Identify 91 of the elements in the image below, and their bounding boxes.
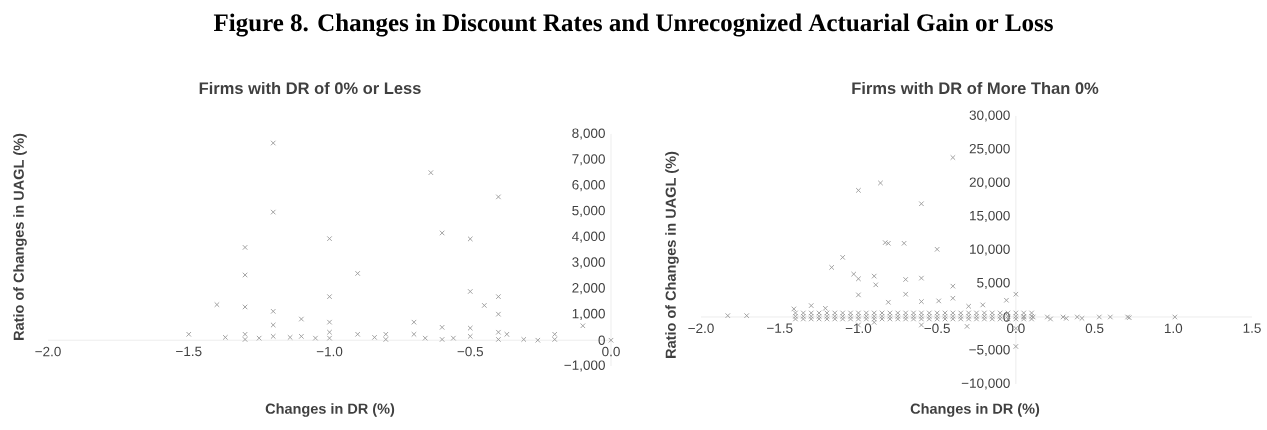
point [242, 244, 248, 251]
point [521, 336, 527, 343]
y-tick-label: −10,000 [961, 378, 1010, 390]
point [495, 194, 502, 200]
point [495, 336, 502, 343]
point [270, 209, 276, 215]
point [256, 335, 262, 341]
point [383, 331, 389, 337]
point [411, 331, 417, 337]
x-tick-label: −1.0 [316, 346, 343, 357]
y-tick-label: 0 [598, 335, 605, 345]
point [551, 331, 558, 337]
point [608, 337, 614, 343]
point [467, 333, 473, 340]
point [371, 334, 378, 341]
y-tick-label: 2,000 [572, 283, 605, 295]
x-tick-label: 1.5 [1243, 323, 1261, 333]
point [326, 293, 333, 300]
point [312, 335, 319, 341]
point [428, 169, 434, 176]
point [242, 336, 248, 343]
y-tick-label: 1,000 [572, 308, 605, 321]
point [354, 270, 361, 277]
point [467, 288, 473, 295]
point [298, 333, 305, 340]
y-tick-label: 25,000 [969, 143, 1010, 156]
y-tick-label: 10,000 [970, 244, 1010, 256]
y-tick-label: 6,000 [572, 179, 605, 192]
point [504, 331, 510, 337]
chart-subtitle: Firms with DR of More Than 0% [852, 81, 1099, 95]
point [495, 329, 502, 335]
point [439, 336, 445, 343]
y-tick-label: 30,000 [969, 110, 1010, 122]
point [270, 322, 276, 328]
x-tick-label: −2.0 [688, 323, 714, 334]
point [467, 236, 473, 242]
y-axis-title: Ratio of Changes in UAGL (%) [665, 151, 679, 358]
y-tick-label: 0 [1003, 312, 1010, 322]
point [439, 324, 445, 331]
x-tick-label: −1.5 [767, 323, 793, 333]
point [186, 331, 192, 337]
x-tick-label: −1.5 [176, 346, 202, 357]
point [222, 334, 229, 341]
point [467, 325, 473, 331]
y-tick-label: 20,000 [969, 177, 1010, 189]
x-axis-title: Changes in DR (%) [910, 403, 1040, 417]
x-tick-label: −0.5 [924, 323, 950, 334]
x-tick-label: −0.5 [457, 346, 484, 357]
y-tick-label: 5,000 [977, 277, 1010, 290]
point [326, 319, 333, 325]
y-axis-title: Ratio of Changes in UAGL (%) [13, 133, 27, 340]
point [551, 336, 558, 343]
point [326, 335, 333, 341]
point [450, 335, 457, 341]
point [481, 302, 488, 309]
point [270, 140, 276, 146]
point [326, 329, 333, 335]
x-tick-label: 1.0 [1164, 323, 1183, 334]
y-tick-label: 8,000 [572, 128, 605, 140]
y-tick-label: −5,000 [969, 344, 1010, 357]
point [495, 311, 502, 317]
point [242, 304, 248, 310]
y-tick-label: 3,000 [572, 257, 605, 269]
point [287, 334, 293, 341]
point [298, 316, 305, 322]
point [354, 331, 361, 337]
point [270, 333, 276, 340]
point [411, 319, 417, 325]
point [439, 230, 445, 236]
point [580, 323, 586, 329]
y-tick-label: 5,000 [572, 205, 605, 217]
point [214, 301, 220, 308]
x-tick-label: −2.0 [35, 346, 61, 357]
x-axis-title: Changes in DR (%) [265, 403, 395, 417]
chart-subtitle: Firms with DR of 0% or Less [199, 81, 421, 95]
point [422, 335, 428, 341]
chart-title: Figure 8. Changes in Discount Rates and Unrecognized Actuarial Gain or Loss [213, 13, 1053, 37]
x-tick-label: 0.0 [1007, 323, 1025, 334]
y-tick-label: 15,000 [970, 210, 1010, 223]
x-tick-label: 0.0 [602, 346, 620, 357]
y-tick-label: −1,000 [564, 360, 605, 372]
point [535, 337, 541, 343]
point [326, 235, 333, 242]
point [270, 308, 276, 315]
point [383, 336, 389, 343]
x-tick-label: −1.0 [845, 323, 872, 334]
point [495, 293, 502, 300]
y-tick-label: 4,000 [572, 231, 605, 243]
x-tick-label: 0.5 [1085, 323, 1104, 334]
y-tick-label: 7,000 [572, 154, 605, 166]
point [242, 331, 248, 337]
